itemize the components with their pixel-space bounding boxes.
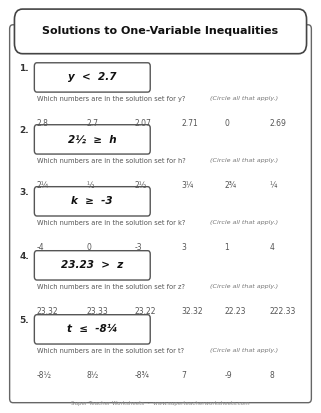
FancyBboxPatch shape [34,63,150,92]
Text: (Circle all that apply.): (Circle all that apply.) [210,284,278,289]
Text: 4.: 4. [19,252,29,261]
Text: ¼: ¼ [270,181,277,190]
Text: 0: 0 [87,243,91,252]
Text: 1: 1 [225,243,230,252]
Text: 2.8: 2.8 [37,119,49,128]
Text: 2¼: 2¼ [37,181,49,190]
Text: (Circle all that apply.): (Circle all that apply.) [210,158,278,163]
Text: 2.: 2. [19,126,29,135]
Text: Which numbers are in the solution set for k?: Which numbers are in the solution set fo… [37,220,185,226]
FancyBboxPatch shape [14,9,307,54]
Text: y  <  2.7: y < 2.7 [68,72,117,83]
Text: 2.7: 2.7 [87,119,99,128]
Text: -8½: -8½ [37,371,52,380]
Text: (Circle all that apply.): (Circle all that apply.) [210,348,278,353]
Text: 2¾: 2¾ [225,181,237,190]
FancyBboxPatch shape [34,251,150,280]
Text: 32.32: 32.32 [181,307,203,316]
Text: Name:: Name: [18,11,40,17]
Text: Which numbers are in the solution set for h?: Which numbers are in the solution set fo… [37,158,186,164]
Text: 23.33: 23.33 [87,307,108,316]
Text: k  ≥  -3: k ≥ -3 [72,196,113,206]
Text: 5.: 5. [19,316,29,325]
Text: 3: 3 [181,243,186,252]
Text: ½: ½ [87,181,94,190]
Text: 1.: 1. [19,64,29,73]
Text: 3¼: 3¼ [181,181,194,190]
Text: (Circle all that apply.): (Circle all that apply.) [210,220,278,225]
FancyBboxPatch shape [10,25,311,403]
FancyBboxPatch shape [34,125,150,154]
Text: Which numbers are in the solution set for z?: Which numbers are in the solution set fo… [37,284,185,290]
Text: Super Teacher Worksheets  -  www.superteacherworksheets.com: Super Teacher Worksheets - www.superteac… [71,401,250,406]
Text: 0: 0 [225,119,230,128]
FancyBboxPatch shape [34,187,150,216]
Text: 23.32: 23.32 [37,307,58,316]
Text: 23.22: 23.22 [135,307,156,316]
Text: (Circle all that apply.): (Circle all that apply.) [210,96,278,101]
FancyBboxPatch shape [34,315,150,344]
Text: -9: -9 [225,371,232,380]
Text: t  ≤  -8¼: t ≤ -8¼ [67,324,117,335]
Text: 7: 7 [181,371,186,380]
Text: 2.69: 2.69 [270,119,287,128]
Text: Solutions to One-Variable Inequalities: Solutions to One-Variable Inequalities [42,26,279,36]
Text: -3: -3 [135,243,143,252]
Text: 4: 4 [270,243,274,252]
Text: Which numbers are in the solution set for t?: Which numbers are in the solution set fo… [37,348,184,354]
Text: Which numbers are in the solution set for y?: Which numbers are in the solution set fo… [37,96,185,102]
Text: 2.07: 2.07 [135,119,152,128]
Text: -4: -4 [37,243,45,252]
Text: 22.23: 22.23 [225,307,246,316]
Text: 222.33: 222.33 [270,307,296,316]
Text: -8¾: -8¾ [135,371,150,380]
Text: 3.: 3. [19,188,29,197]
Text: 2½: 2½ [135,181,147,190]
Text: 2½  ≥  h: 2½ ≥ h [68,134,117,145]
Text: 2.71: 2.71 [181,119,198,128]
Text: 8½: 8½ [87,371,99,380]
Text: 23.23  >  z: 23.23 > z [61,260,123,271]
Text: 8: 8 [270,371,274,380]
